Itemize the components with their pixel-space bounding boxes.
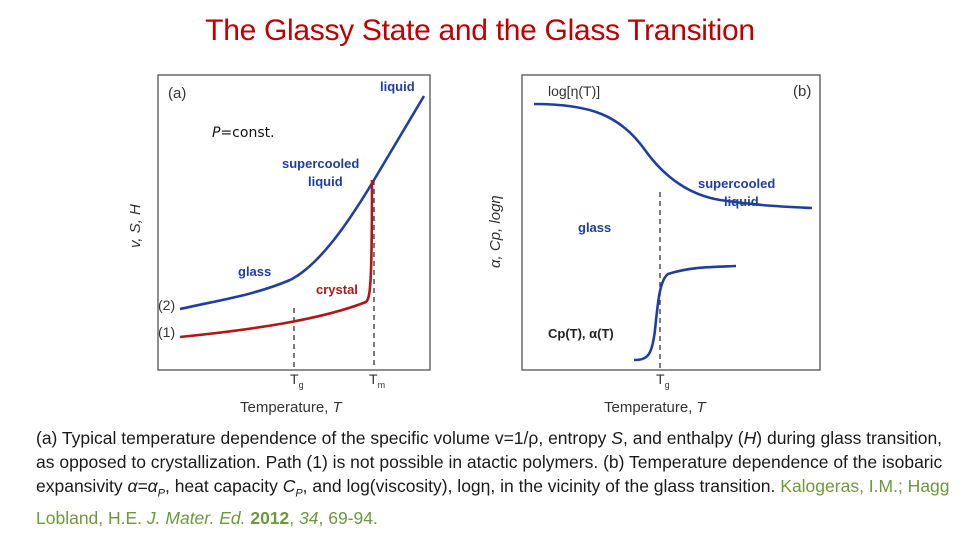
supercooled-label-a-2: liquid: [308, 174, 343, 189]
panel-b-label: (b): [793, 83, 811, 100]
supercooled-label-a-1: supercooled: [282, 156, 359, 171]
log-viscosity-curve: [533, 102, 813, 210]
panel-a-x-axis-label: Temperature, T: [240, 399, 344, 416]
tick-tg-a: Tg: [290, 371, 304, 390]
crystal-curve-path1: [179, 179, 374, 339]
panel-b-x-axis-label: Temperature, T: [604, 399, 708, 416]
panel-a-label: (a): [168, 85, 186, 102]
glass-curve-path2: [179, 95, 426, 311]
diagram-panels: (a) P=const. v, S, H liquid supercooled …: [127, 74, 821, 416]
figure-caption: (a) Typical temperature dependence of th…: [36, 428, 950, 528]
panel-b-y-axis-label: α, Cp, logη: [487, 195, 504, 268]
crystal-label: crystal: [316, 282, 358, 297]
cp-alpha-curve: [633, 264, 737, 362]
panel-a: (a) P=const. v, S, H liquid supercooled …: [127, 74, 431, 416]
path1-label: (1): [158, 324, 175, 340]
cp-alpha-label: Cp(T), α(T): [548, 326, 614, 341]
panel-b: log[η(T)] (b) α, Cp, logη supercooled li…: [487, 74, 821, 416]
citation: Kalogeras, I.M.; Hagg Lobland, H.E. J. M…: [36, 476, 950, 528]
liquid-label: liquid: [380, 79, 415, 94]
supercooled-label-b-1: supercooled: [698, 176, 775, 191]
log-eta-label: log[η(T)]: [548, 83, 600, 99]
supercooled-label-b-2: liquid: [724, 194, 759, 209]
tick-tg-b: Tg: [656, 371, 670, 390]
panel-b-frame: [521, 74, 821, 371]
tick-tm: Tm: [369, 371, 385, 390]
slide-title: The Glassy State and the Glass Transitio…: [205, 14, 755, 47]
condition-label: P=const.: [212, 125, 275, 141]
glass-label-b: glass: [578, 220, 611, 235]
path2-label: (2): [158, 297, 175, 313]
glass-label-a: glass: [238, 264, 271, 279]
panel-a-y-axis-label: v, S, H: [127, 204, 144, 248]
panel-a-frame: [157, 74, 431, 371]
